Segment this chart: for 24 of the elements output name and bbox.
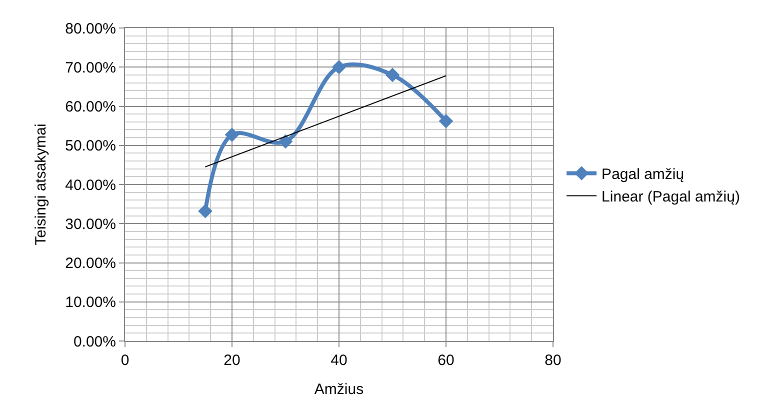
x-axis-title: Amžius: [314, 381, 364, 398]
y-tick-label: 10.00%: [65, 294, 116, 312]
point: [224, 128, 240, 142]
point: [385, 68, 400, 82]
x-tick-label: 60: [438, 352, 454, 369]
point: [198, 204, 212, 218]
y-axis-title: Teisingi atsakymai: [32, 124, 50, 246]
y-tick-label: 70.00%: [65, 59, 116, 76]
point: [278, 134, 293, 149]
point: [438, 114, 454, 128]
x-tick-label: 80: [544, 352, 562, 369]
x-tick-label: 0: [120, 352, 130, 369]
y-tick-label: 50.00%: [65, 138, 116, 155]
legend-label: Pagal amžių: [602, 166, 684, 184]
point: [332, 60, 346, 74]
y-tick-label: 20.00%: [65, 255, 116, 272]
y-tick-label: 30.00%: [65, 216, 116, 233]
x-tick-label: 20: [224, 352, 240, 369]
y-tick-label: 0.00%: [73, 333, 116, 350]
x-tick-label: 40: [330, 352, 348, 369]
y-tick-label: 80.00%: [65, 20, 116, 38]
legend-label: Linear (Pagal amžių): [602, 188, 740, 206]
y-tick-label: 40.00%: [65, 176, 116, 194]
y-tick-label: 60.00%: [65, 98, 116, 116]
